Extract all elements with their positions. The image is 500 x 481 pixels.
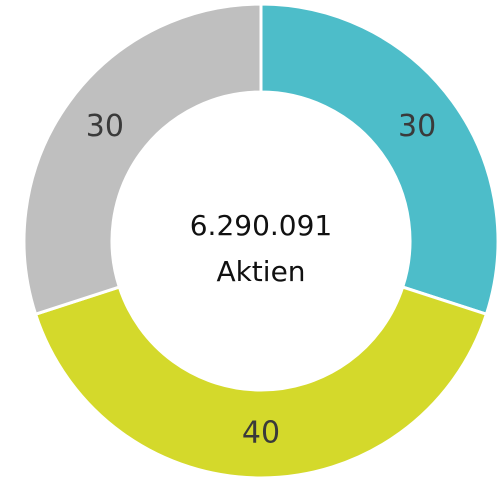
center-value: 6.290.091 [190,209,333,242]
donut-segment [33,285,489,480]
donut-segment [259,2,500,317]
value-label: 30 [398,109,436,144]
donut-segment [22,2,263,317]
value-label: 40 [242,416,280,451]
center-unit: Aktien [216,255,305,288]
value-label: 30 [86,109,124,144]
